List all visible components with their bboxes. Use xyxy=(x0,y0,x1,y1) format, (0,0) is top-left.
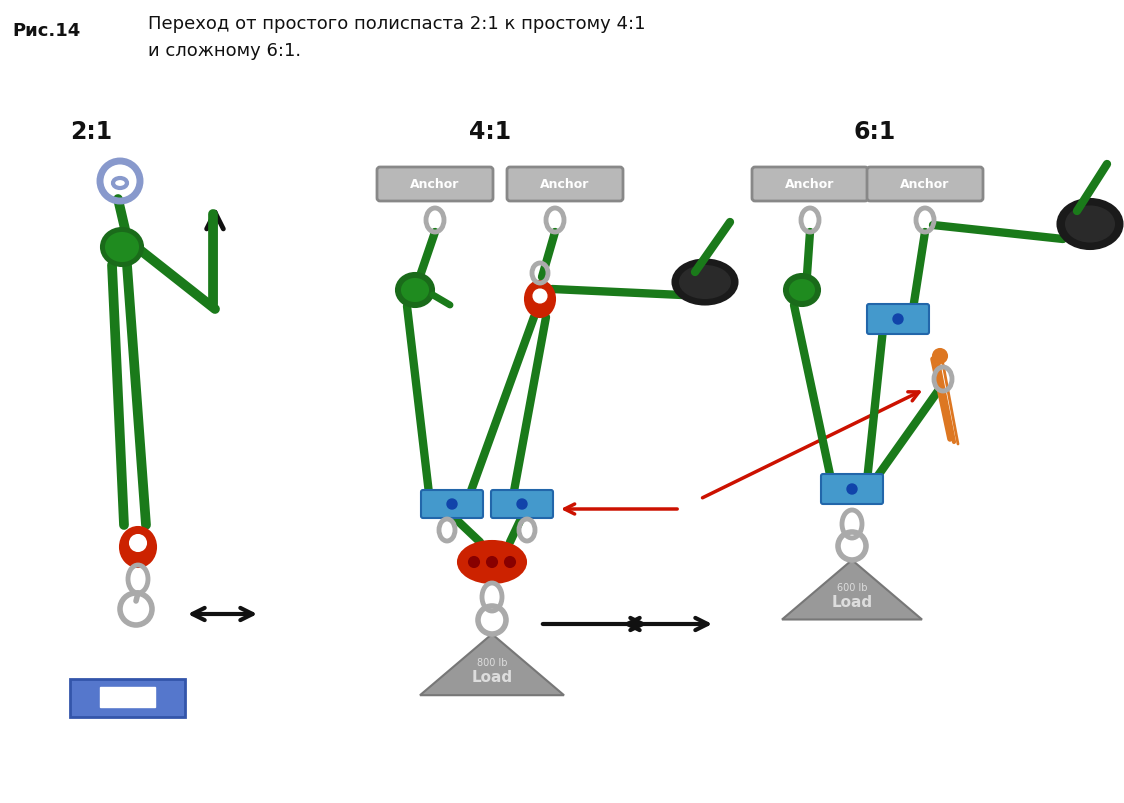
Ellipse shape xyxy=(106,234,138,262)
Ellipse shape xyxy=(790,281,814,300)
Text: Рис.14: Рис.14 xyxy=(12,22,80,40)
Text: Anchor: Anchor xyxy=(900,178,950,191)
Ellipse shape xyxy=(101,229,143,267)
Text: Load: Load xyxy=(471,670,513,684)
Text: Anchor: Anchor xyxy=(410,178,460,191)
Ellipse shape xyxy=(396,274,434,308)
FancyBboxPatch shape xyxy=(821,475,883,504)
FancyBboxPatch shape xyxy=(377,168,493,202)
Ellipse shape xyxy=(785,275,821,307)
Text: Load: Load xyxy=(832,594,872,609)
Ellipse shape xyxy=(469,557,479,567)
Text: Переход от простого полиспаста 2:1 к простому 4:1: Переход от простого полиспаста 2:1 к про… xyxy=(148,15,645,33)
Text: Anchor: Anchor xyxy=(541,178,590,191)
FancyBboxPatch shape xyxy=(752,168,868,202)
Text: 6:1: 6:1 xyxy=(854,120,896,144)
Ellipse shape xyxy=(457,541,526,583)
FancyBboxPatch shape xyxy=(507,168,623,202)
Bar xyxy=(100,687,155,707)
Text: и сложному 6:1.: и сложному 6:1. xyxy=(148,42,301,60)
Ellipse shape xyxy=(402,279,428,302)
Ellipse shape xyxy=(534,290,546,303)
Text: 600 lb: 600 lb xyxy=(836,582,868,592)
Circle shape xyxy=(517,499,527,509)
FancyBboxPatch shape xyxy=(422,491,483,519)
Polygon shape xyxy=(782,560,922,620)
Ellipse shape xyxy=(120,528,156,567)
Ellipse shape xyxy=(672,260,737,305)
Ellipse shape xyxy=(1058,200,1123,250)
Text: Anchor: Anchor xyxy=(786,178,835,191)
Ellipse shape xyxy=(680,267,729,299)
Ellipse shape xyxy=(525,282,555,318)
Text: 2:1: 2:1 xyxy=(70,120,112,144)
Ellipse shape xyxy=(933,349,948,364)
Ellipse shape xyxy=(505,557,515,567)
Circle shape xyxy=(892,315,903,324)
Bar xyxy=(70,679,185,717)
Ellipse shape xyxy=(130,536,146,552)
FancyBboxPatch shape xyxy=(491,491,553,519)
Text: 800 lb: 800 lb xyxy=(477,657,507,666)
Ellipse shape xyxy=(1066,207,1114,243)
FancyBboxPatch shape xyxy=(867,304,930,335)
Ellipse shape xyxy=(487,557,497,567)
Circle shape xyxy=(847,484,856,495)
Circle shape xyxy=(447,499,457,509)
Polygon shape xyxy=(420,634,564,695)
FancyBboxPatch shape xyxy=(867,168,984,202)
Text: 4:1: 4:1 xyxy=(469,120,511,144)
